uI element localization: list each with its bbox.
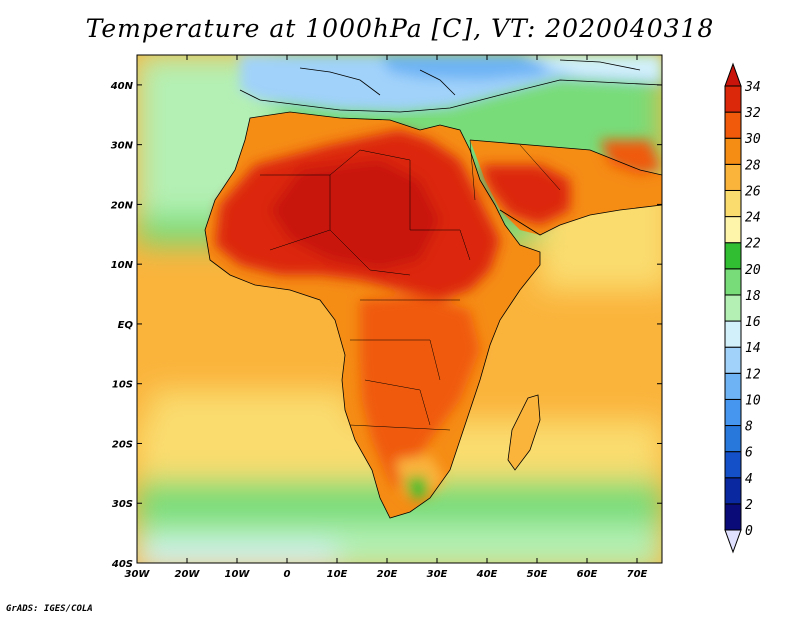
lon-tick-label: 10E bbox=[327, 569, 348, 580]
country-borders bbox=[260, 139, 561, 431]
colorbar-box bbox=[724, 451, 742, 479]
lat-tick-label: EQ bbox=[118, 320, 134, 331]
map-title: Temperature at 1000hPa [C], VT: 20200403… bbox=[85, 14, 715, 43]
colorbar-label: 32 bbox=[744, 106, 761, 121]
colorbar-box bbox=[724, 268, 742, 296]
colorbar-box bbox=[724, 294, 742, 322]
colorbar-label: 4 bbox=[745, 472, 753, 487]
colorbar-label: 2 bbox=[745, 498, 753, 513]
colorbar-box bbox=[724, 216, 742, 244]
lat-tick-label: 10N bbox=[111, 260, 134, 271]
grads-credit: GrADS: IGES/COLA bbox=[6, 604, 93, 614]
colorbar-box bbox=[724, 477, 742, 505]
colorbar-box bbox=[724, 425, 742, 453]
colorbar-label: 16 bbox=[745, 315, 761, 330]
lat-tick-label: 20N bbox=[111, 200, 134, 211]
lon-tick-label: 40E bbox=[476, 569, 498, 580]
lat-tick-label: 10S bbox=[112, 380, 133, 391]
colorbar-box bbox=[724, 242, 742, 270]
lat-tick-label: 40S bbox=[111, 559, 133, 570]
colorbar-box bbox=[724, 503, 742, 531]
colorbar-label: 14 bbox=[745, 341, 761, 356]
colorbar-box bbox=[724, 346, 742, 374]
colorbar-box bbox=[724, 137, 742, 165]
colorbar-label: 8 bbox=[745, 420, 753, 435]
colorbar-box bbox=[724, 111, 742, 139]
temperature-field bbox=[137, 55, 662, 563]
lon-tick-label: 10W bbox=[225, 569, 251, 580]
colorbar-label: 20 bbox=[745, 263, 761, 278]
lat-tick-label: 30N bbox=[111, 141, 134, 152]
colorbar-box bbox=[724, 320, 742, 348]
longitude-axis: 30W 20W 10W 0 10E 20E 30E 40E 50E 60E 70E bbox=[125, 55, 648, 580]
colorbar-low-triangle bbox=[724, 529, 742, 554]
colorbar-high-triangle bbox=[724, 62, 742, 87]
madagascar bbox=[507, 394, 541, 471]
colorbar-label: 6 bbox=[745, 446, 753, 461]
lon-tick-label: 20E bbox=[377, 569, 398, 580]
colorbar-box bbox=[724, 163, 742, 191]
colorbar-label: 0 bbox=[745, 524, 753, 539]
lon-tick-label: 70E bbox=[627, 569, 648, 580]
lon-tick-label: 20W bbox=[175, 569, 201, 580]
lon-tick-label: 30W bbox=[125, 569, 151, 580]
lon-tick-label: 30E bbox=[427, 569, 448, 580]
colorbar-label: 10 bbox=[745, 393, 761, 408]
lon-tick-label: 60E bbox=[577, 569, 598, 580]
colorbar-label: 30 bbox=[744, 132, 761, 147]
colorbar-label: 34 bbox=[744, 80, 761, 95]
colorbar-box bbox=[724, 398, 742, 427]
colorbar-box bbox=[724, 189, 742, 218]
colorbar-box bbox=[724, 85, 742, 113]
colorbar-label: 22 bbox=[745, 237, 761, 252]
map-frame bbox=[136, 54, 663, 564]
lat-tick-label: 20S bbox=[112, 439, 133, 450]
colorbar-label: 24 bbox=[745, 211, 761, 226]
lon-tick-label: 50E bbox=[527, 569, 548, 580]
latitude-axis: 40N 30N 20N 10N EQ 10S 20S 30S 40S bbox=[110, 81, 662, 570]
colorbar-label: 12 bbox=[745, 367, 761, 382]
lon-tick-label: 0 bbox=[284, 569, 291, 580]
lat-tick-label: 40N bbox=[110, 81, 134, 92]
colorbar-label: 28 bbox=[745, 158, 761, 173]
colorbar-label: 26 bbox=[745, 184, 761, 199]
coastlines bbox=[204, 59, 662, 519]
colorbar-box bbox=[724, 372, 742, 400]
colorbar-label: 18 bbox=[745, 289, 761, 304]
lat-tick-label: 30S bbox=[112, 499, 133, 510]
